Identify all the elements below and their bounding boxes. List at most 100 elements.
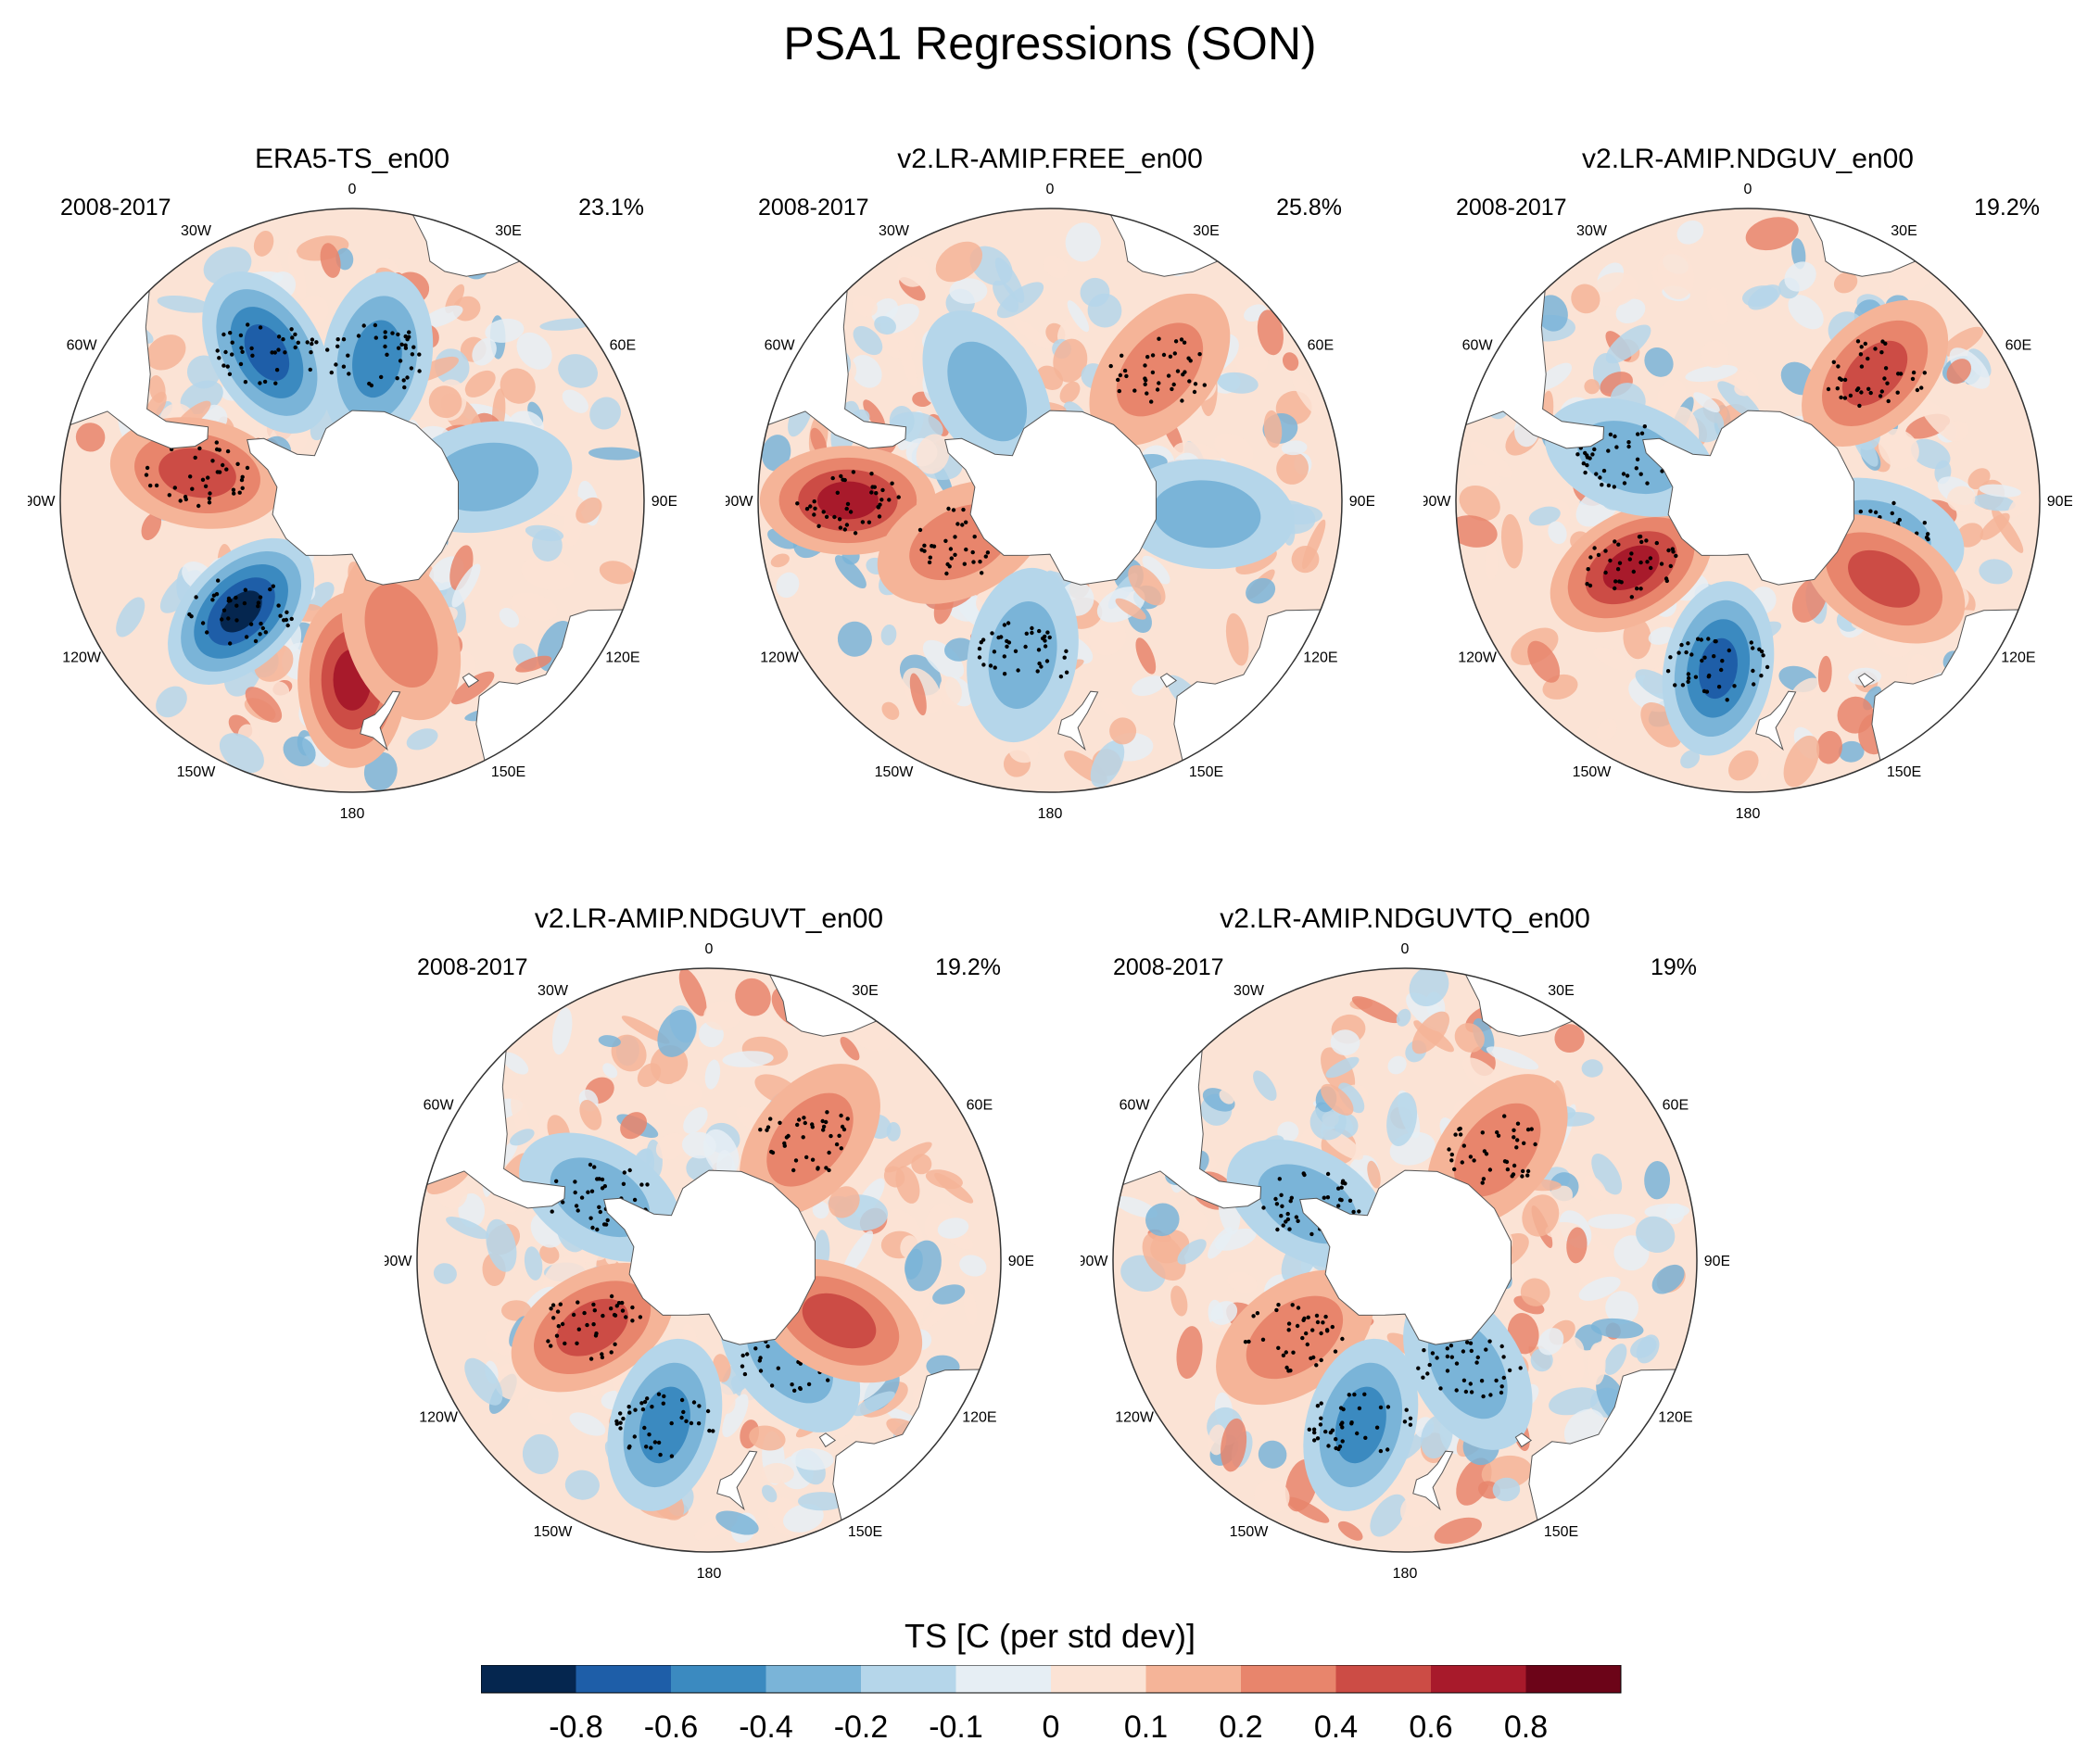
significance-dot (258, 381, 262, 385)
speckle (576, 497, 602, 524)
significance-dot (167, 493, 171, 498)
significance-dot (573, 1190, 577, 1195)
speckle (1246, 577, 1276, 604)
significance-dot (347, 372, 351, 376)
significance-dot (1522, 1141, 1526, 1145)
significance-dot (1352, 1392, 1357, 1397)
significance-dot (246, 322, 250, 327)
speckle (1790, 238, 1806, 270)
speckle (1253, 1070, 1277, 1102)
significance-dot (1499, 1384, 1504, 1389)
significance-dot (943, 538, 948, 543)
significance-dot (753, 1346, 758, 1351)
speckle (1748, 284, 1781, 310)
significance-dot (1408, 1422, 1413, 1427)
significance-dot (1752, 682, 1756, 687)
speckle (1588, 1214, 1636, 1230)
speckle (840, 1036, 860, 1061)
significance-dot (1319, 1357, 1323, 1363)
speckle (1566, 1227, 1588, 1264)
panel-variance: 19.2% (1974, 195, 2040, 221)
significance-dot (206, 475, 210, 480)
speckle (1597, 718, 1617, 741)
significance-dot (1291, 1350, 1296, 1355)
significance-dot (1858, 509, 1863, 514)
speckle (1400, 1495, 1432, 1528)
significance-dot (390, 331, 395, 335)
panel-period: 2008-2017 (1113, 954, 1224, 980)
new-zealand-landmass (1057, 690, 1099, 751)
significance-dot (1013, 649, 1018, 653)
significance-dot (1168, 354, 1173, 359)
significance-dot (598, 1209, 602, 1215)
significance-dot (1835, 386, 1840, 391)
significance-dot (1598, 475, 1602, 480)
significance-dot (656, 1440, 662, 1445)
significance-dot (1751, 668, 1755, 674)
significance-dot (612, 1312, 617, 1318)
significance-dot (576, 1300, 580, 1305)
longitude-label: 60W (1120, 1098, 1151, 1114)
significance-dot (551, 1316, 556, 1320)
significance-dot (795, 501, 800, 506)
significance-dot (1288, 1369, 1293, 1373)
significance-dot (276, 603, 281, 608)
speckle (1554, 1024, 1585, 1054)
significance-dot (210, 598, 215, 602)
significance-dot (842, 477, 847, 483)
speckle (1605, 324, 1651, 364)
significance-dot (561, 1200, 565, 1205)
significance-dot (647, 1432, 652, 1437)
speckle (922, 639, 965, 679)
anomaly-contour (766, 1092, 854, 1187)
speckle (1946, 486, 1976, 512)
significance-dot (1859, 390, 1864, 395)
longitude-label: 90W (726, 494, 753, 510)
longitude-label: 0 (348, 182, 357, 197)
speckle (1623, 617, 1651, 660)
significance-dot (770, 1150, 776, 1155)
significance-dot (1323, 1314, 1328, 1319)
speckle (1456, 515, 1498, 548)
significance-dot (221, 332, 226, 337)
significance-dot (1839, 395, 1843, 400)
significance-dot (260, 625, 265, 631)
significance-dot (1686, 679, 1690, 684)
anomaly-contour (1335, 1386, 1386, 1464)
significance-dot (405, 337, 410, 342)
significance-dot (758, 1128, 763, 1132)
significance-dot (1260, 1337, 1266, 1342)
significance-dot (1639, 539, 1644, 545)
significance-dot (1608, 558, 1613, 563)
significance-dot (768, 1117, 773, 1121)
significance-dot (197, 446, 202, 451)
significance-dot (1172, 351, 1177, 356)
speckle (558, 354, 599, 388)
significance-dot (1712, 654, 1716, 659)
significance-dot (1192, 389, 1197, 395)
significance-dot (1319, 1416, 1323, 1420)
significance-dot (1480, 1130, 1485, 1135)
significance-dot (1460, 1160, 1464, 1165)
longitude-label: 180 (1393, 1566, 1418, 1582)
speckle (1706, 287, 1728, 325)
significance-dot (1612, 485, 1616, 489)
speckle (1370, 1494, 1407, 1537)
significance-dot (1858, 352, 1864, 357)
significance-dot (154, 483, 159, 488)
significance-dot (1458, 1132, 1463, 1137)
speckle (1387, 1055, 1407, 1075)
speckle (510, 592, 558, 621)
significance-dot (1592, 447, 1597, 452)
significance-dot (985, 550, 991, 555)
significance-dot (1445, 1354, 1450, 1359)
significance-dot (253, 638, 259, 644)
speckle (450, 671, 495, 705)
speckle (761, 1462, 794, 1484)
significance-dot (310, 337, 315, 342)
significance-dot (1626, 440, 1631, 445)
significance-dot (804, 507, 810, 511)
anomaly-contour (1116, 322, 1204, 417)
significance-dot (1149, 399, 1154, 404)
significance-dot (226, 596, 232, 601)
